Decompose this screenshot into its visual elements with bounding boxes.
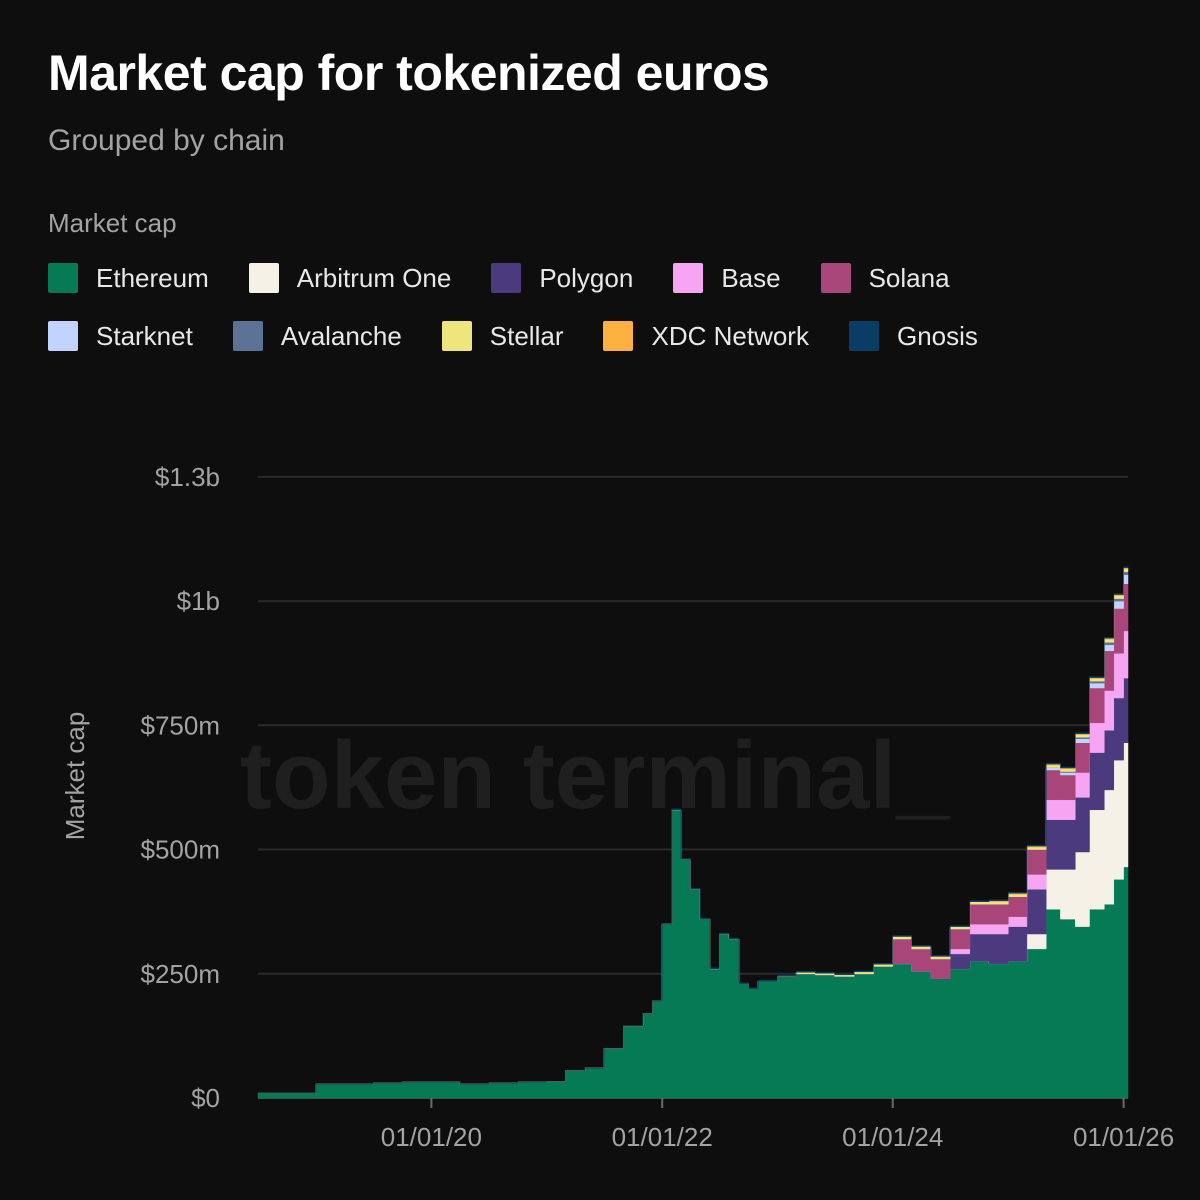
y-tick-label: $1b — [177, 586, 220, 616]
legend-item-ethereum[interactable]: Ethereum — [48, 262, 209, 294]
legend-label: Arbitrum One — [296, 262, 452, 293]
legend-label: Starknet — [96, 320, 193, 351]
legend-label: Polygon — [539, 262, 634, 293]
legend-title: Market cap — [48, 208, 177, 238]
y-tick-label: $250m — [141, 959, 221, 989]
legend-label: Avalanche — [280, 320, 402, 351]
x-tick-label: 01/01/24 — [842, 1122, 943, 1152]
legend-label: Solana — [868, 262, 950, 293]
x-axis-ticks: 01/01/20 01/01/22 01/01/24 01/01/26 — [381, 1098, 1174, 1152]
legend-item-gnosis[interactable]: Gnosis — [848, 320, 978, 352]
y-tick-label: $1.3b — [155, 462, 220, 492]
y-axis-ticks: $0 $250m $500m $750m $1b $1.3b — [141, 462, 221, 1113]
y-tick-label: $500m — [141, 835, 221, 865]
legend-swatch-gnosis — [848, 321, 879, 351]
legend-item-base[interactable]: Base — [673, 262, 781, 294]
legend-item-solana[interactable]: Solana — [820, 262, 950, 294]
chart-subtitle: Grouped by chain — [48, 124, 285, 157]
legend-swatch-stellar — [441, 321, 472, 351]
legend-label: Ethereum — [96, 262, 209, 293]
legend-swatch-base — [673, 263, 704, 293]
legend-swatch-arbitrum-one — [248, 263, 279, 293]
y-tick-label: $750m — [141, 710, 221, 740]
stacked-areas — [257, 566, 1129, 1099]
legend-label: XDC Network — [651, 320, 809, 351]
y-tick-label: $0 — [191, 1083, 220, 1113]
legend-swatch-avalanche — [232, 321, 263, 351]
legend-swatch-xdc-network — [603, 321, 634, 351]
legend-swatch-ethereum — [48, 263, 78, 293]
legend-swatch-solana — [820, 263, 851, 293]
x-tick-label: 01/01/22 — [612, 1122, 713, 1152]
x-tick-label: 01/01/20 — [381, 1122, 482, 1152]
chart-title: Market cap for tokenized euros — [48, 45, 770, 101]
legend-row-2: Starknet Avalanche Stellar XDC Network G… — [48, 320, 1168, 352]
legend-item-xdc-network[interactable]: XDC Network — [603, 320, 809, 352]
legend-label: Gnosis — [896, 320, 978, 351]
legend: Ethereum Arbitrum One Polygon Base Solan… — [48, 262, 1168, 378]
legend-swatch-starknet — [48, 321, 78, 351]
watermark: token terminal_ — [240, 722, 951, 829]
legend-item-avalanche[interactable]: Avalanche — [232, 320, 402, 352]
series-area-gnosis — [258, 566, 1129, 1094]
legend-item-starknet[interactable]: Starknet — [48, 320, 193, 352]
y-axis-title: Market cap — [60, 712, 90, 841]
legend-label: Stellar — [489, 320, 564, 351]
legend-row-1: Ethereum Arbitrum One Polygon Base Solan… — [48, 262, 1168, 294]
legend-item-arbitrum-one[interactable]: Arbitrum One — [248, 262, 452, 294]
legend-label: Base — [721, 262, 781, 293]
legend-item-stellar[interactable]: Stellar — [441, 320, 564, 352]
x-tick-label: 01/01/26 — [1073, 1122, 1174, 1152]
legend-swatch-polygon — [491, 263, 522, 293]
legend-item-polygon[interactable]: Polygon — [491, 262, 633, 294]
